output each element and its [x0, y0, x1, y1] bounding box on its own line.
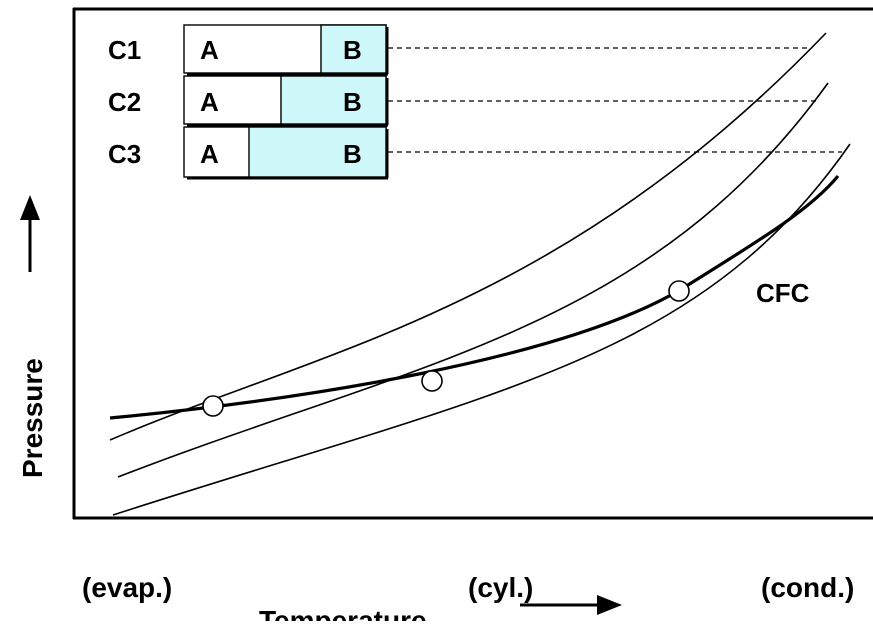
curve-cfc: [109, 174, 840, 420]
x-axis-label: Temperature: [259, 605, 427, 621]
legend-label-c1: C1: [108, 35, 141, 65]
x-axis-arrow-icon: [597, 595, 622, 615]
legend-row-c1: [183, 24, 389, 76]
legend-box-b: [320, 24, 387, 74]
x-tick-label-cyl: (cyl.): [468, 572, 533, 603]
curve-c2: [117, 82, 829, 478]
y-axis-arrow-icon: [20, 195, 40, 220]
legend-part-b-c1: B: [343, 35, 362, 65]
x-tick-label-cond: (cond.): [761, 572, 854, 603]
x-tick-label-evap: (evap.): [82, 572, 172, 603]
legend-part-a-c3: A: [200, 139, 219, 169]
legend-part-b-c2: B: [343, 87, 362, 117]
legend-row-c2: [183, 75, 389, 127]
legend-label-c3: C3: [108, 139, 141, 169]
legend-part-b-c3: B: [343, 139, 362, 169]
legend-part-a-c1: A: [200, 35, 219, 65]
y-axis-label: Pressure: [17, 358, 48, 478]
legend-box-b: [280, 75, 387, 125]
legend-row-c3: [183, 126, 389, 180]
legend-box-b: [248, 126, 387, 178]
intersection-marker: [421, 370, 443, 392]
curve-label-cfc: CFC: [756, 278, 810, 308]
intersection-marker: [668, 280, 690, 302]
intersection-marker: [202, 395, 224, 417]
legend-label-c2: C2: [108, 87, 141, 117]
curve-c3: [112, 143, 851, 516]
legend-part-a-c2: A: [200, 87, 219, 117]
